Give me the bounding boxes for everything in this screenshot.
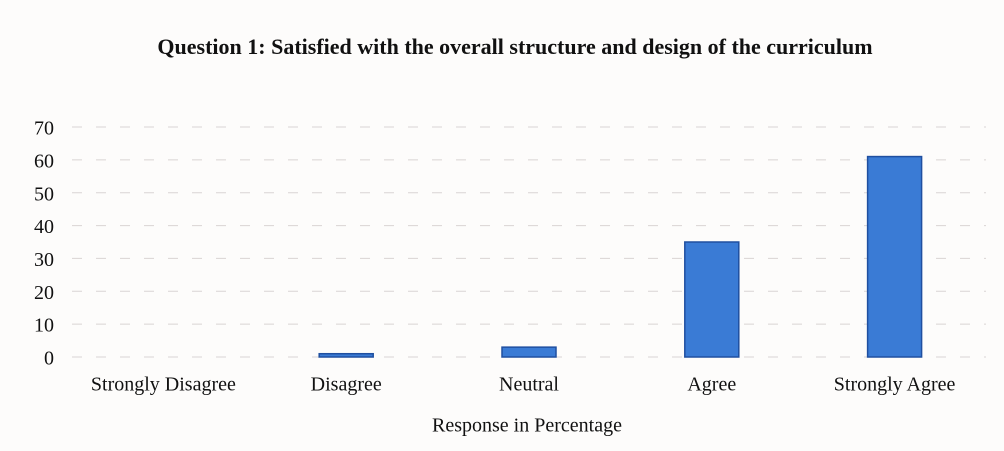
y-tick-label: 30 <box>34 249 54 271</box>
y-tick-label: 60 <box>34 150 54 172</box>
y-tick-label: 20 <box>34 282 54 304</box>
x-tick-label: Neutral <box>499 374 559 396</box>
x-tick-label: Disagree <box>311 374 382 396</box>
bar <box>866 155 923 358</box>
bar <box>318 352 374 358</box>
x-axis-label: Response in Percentage <box>432 415 622 437</box>
bar <box>684 241 740 358</box>
y-tick-label: 0 <box>44 348 54 370</box>
x-tick-label: Strongly Disagree <box>91 374 236 396</box>
x-tick-label: Agree <box>687 374 736 396</box>
x-tick-label: Strongly Agree <box>834 374 956 396</box>
y-tick-label: 40 <box>34 216 54 238</box>
y-tick-label: 50 <box>34 183 54 205</box>
chart-title: Question 1: Satisfied with the overall s… <box>157 34 873 59</box>
y-tick-label: 70 <box>34 118 54 140</box>
y-tick-label: 10 <box>34 315 54 337</box>
bar <box>501 346 557 358</box>
